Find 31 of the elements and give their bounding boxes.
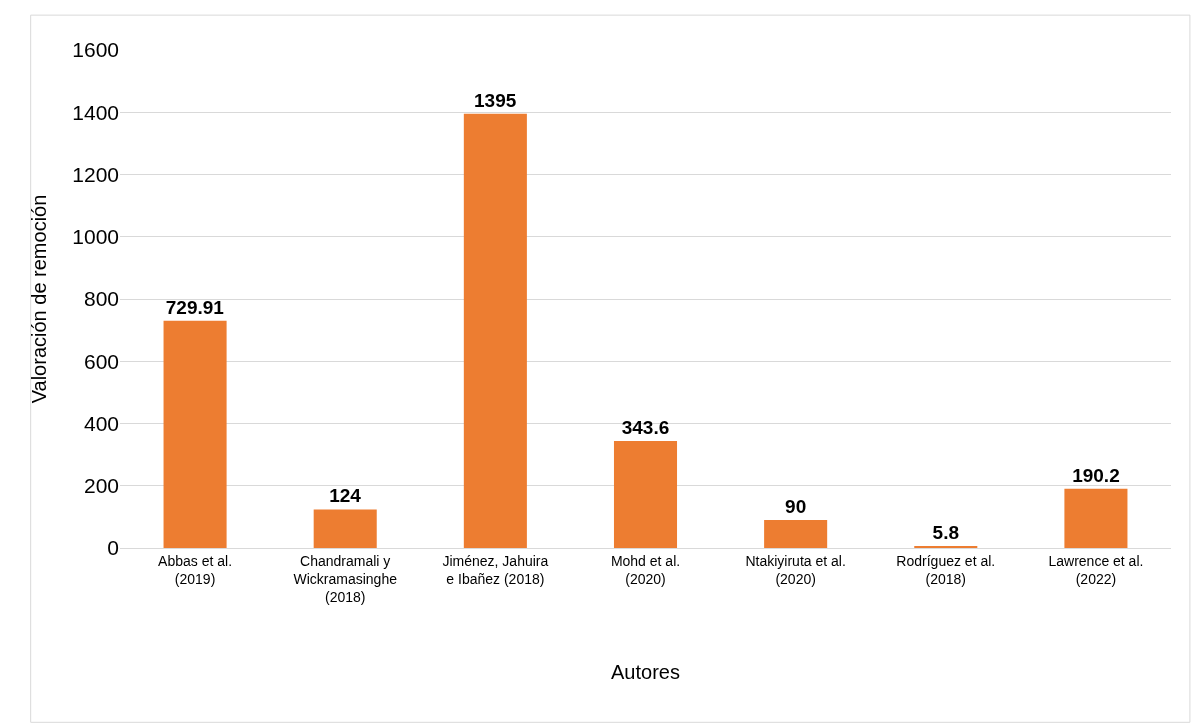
bar (163, 320, 227, 548)
x-tick-label: Lawrence et al. (2022) (1048, 552, 1144, 587)
data-label: 190.2 (1072, 464, 1120, 486)
y-tick-label: 400 (83, 411, 119, 435)
data-label: 5.8 (932, 522, 959, 543)
x-tick-label: Rodríguez et al. (2018) (896, 552, 996, 587)
data-label: 1395 (474, 89, 517, 111)
y-tick-label: 1200 (72, 162, 119, 186)
y-tick-label: 600 (83, 349, 119, 373)
x-axis-title: Autores (611, 660, 680, 683)
bar (764, 519, 828, 548)
data-label: 90 (785, 495, 807, 517)
y-tick-label: 1000 (72, 225, 119, 249)
bar (613, 441, 678, 548)
data-label: 729.91 (165, 296, 225, 318)
y-tick-label: 1400 (72, 100, 119, 124)
bar (1064, 488, 1128, 548)
x-tick-label: Mohd et al. (2020) (610, 552, 681, 587)
x-tick-label: Jiménez, Jahuira e Ibañez (2018) (442, 552, 549, 587)
data-label: 343.6 (621, 417, 670, 439)
x-tick-label: Ntakiyiruta et al. (2020) (745, 552, 846, 587)
data-label: 124 (329, 485, 362, 507)
y-tick-label: 0 (107, 536, 119, 560)
y-axis-title: Valoración de remoción (27, 194, 50, 404)
x-tick-label: Chandramali y Wickramasinghe (2018) (293, 552, 398, 606)
bar (463, 113, 527, 548)
bar (313, 509, 377, 548)
y-tick-label: 800 (83, 287, 119, 311)
y-tick-label: 1600 (72, 38, 119, 62)
y-tick-label: 200 (83, 474, 119, 498)
x-tick-label: Abbas et al. (2019) (158, 552, 233, 587)
